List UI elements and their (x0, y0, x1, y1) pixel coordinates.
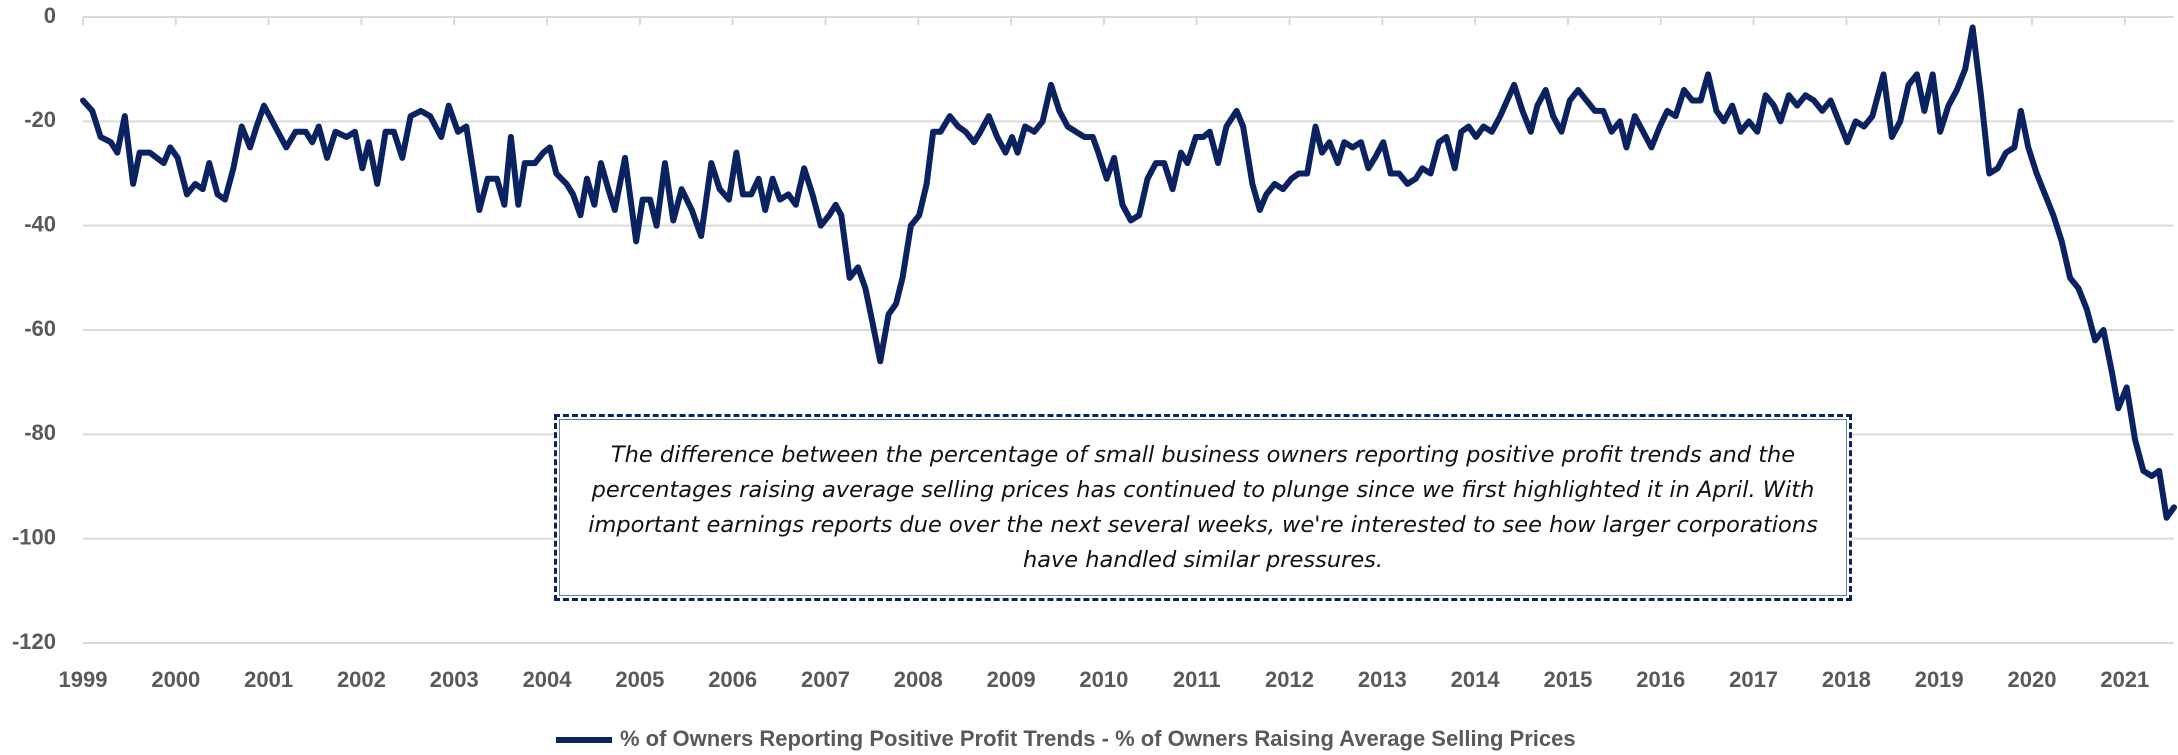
x-tick-label: 2016 (1636, 667, 1685, 692)
legend-label: % of Owners Reporting Positive Profit Tr… (620, 726, 1576, 751)
x-tick-label: 2008 (894, 667, 943, 692)
x-tick-label: 2007 (801, 667, 850, 692)
x-tick-label: 2004 (523, 667, 573, 692)
x-tick-label: 2019 (1915, 667, 1964, 692)
data-line (80, 24, 2177, 521)
y-tick-label: -120 (12, 629, 56, 654)
y-tick-label: -100 (12, 524, 56, 549)
x-tick-label: 2010 (1079, 667, 1128, 692)
x-tick-label: 2006 (708, 667, 757, 692)
y-tick-label: -60 (24, 316, 56, 341)
x-tick-label: 2009 (987, 667, 1036, 692)
annotation-line: important earnings reports due over the … (588, 511, 1818, 538)
x-tick-label: 2015 (1543, 667, 1592, 692)
annotation-line: percentages raising average selling pric… (591, 476, 1815, 503)
x-tick-label: 2011 (1173, 667, 1221, 692)
x-tick-label: 2014 (1451, 667, 1501, 692)
x-tick-label: 2002 (337, 667, 386, 692)
x-tick-label: 2013 (1358, 667, 1407, 692)
y-tick-label: 0 (44, 3, 56, 28)
x-tick-label: 2001 (244, 667, 293, 692)
y-tick-label: -40 (24, 211, 56, 236)
annotation-line: The difference between the percentage of… (610, 441, 1796, 468)
x-tick-label: 2020 (2008, 667, 2057, 692)
x-tick-label: 2018 (1822, 667, 1871, 692)
annotation-box: The difference between the percentage of… (554, 414, 1852, 601)
legend-item: % of Owners Reporting Positive Profit Tr… (556, 726, 1576, 751)
annotation-line: have handled similar pressures. (1022, 546, 1384, 573)
y-tick-label: -20 (24, 107, 56, 132)
x-tick-label: 2017 (1729, 667, 1778, 692)
x-tick-label: 2003 (430, 667, 479, 692)
x-tick-label: 1999 (59, 667, 108, 692)
x-tick-label: 2021 (2100, 667, 2149, 692)
y-tick-label: -80 (24, 420, 56, 445)
x-tick-label: 2012 (1265, 667, 1314, 692)
x-tick-label: 2000 (151, 667, 200, 692)
x-tick-label: 2005 (615, 667, 664, 692)
